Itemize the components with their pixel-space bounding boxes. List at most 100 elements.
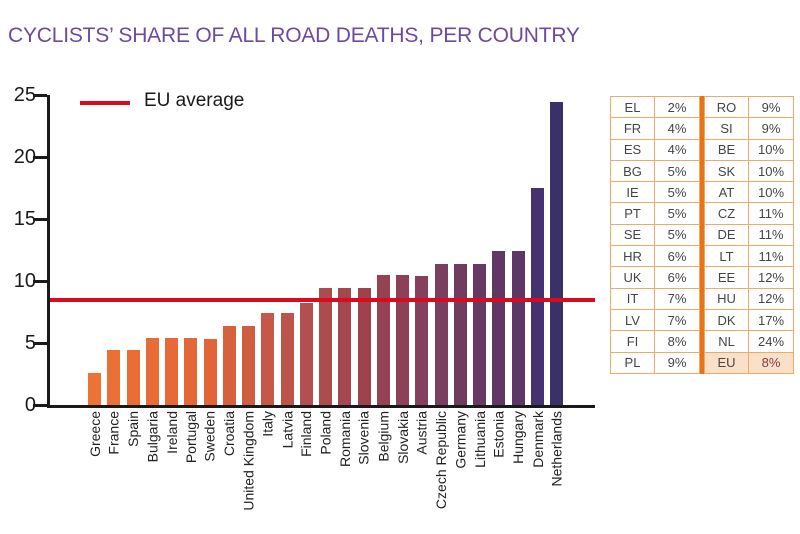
bar-united-kingdom <box>242 325 256 405</box>
y-axis-tick-label: 15 <box>13 208 36 230</box>
x-label-austria: Austria <box>413 411 430 455</box>
eu-average-legend-swatch <box>80 101 130 105</box>
x-label-sweden: Sweden <box>202 411 219 462</box>
page-title: CYCLISTS’ SHARE OF ALL ROAD DEATHS, PER … <box>8 24 580 47</box>
table-cell-value-pt: 5% <box>655 203 700 225</box>
x-label-finland: Finland <box>298 411 315 457</box>
table-cell-code-be: BE <box>705 139 749 161</box>
table-cell-value-fi: 8% <box>655 331 700 353</box>
table-cell-code-it: IT <box>611 288 655 310</box>
table-cell-value-eu: 8% <box>749 352 794 374</box>
table-cell-value-sk: 10% <box>749 160 794 183</box>
table-cell-value-hr: 6% <box>655 246 700 268</box>
x-label-portugal: Portugal <box>182 411 199 464</box>
bar-netherlands <box>550 102 564 405</box>
x-label-slovakia: Slovakia <box>394 411 411 464</box>
y-axis-tick-label: 0 <box>24 394 36 416</box>
table-cell-code-bg: BG <box>611 160 655 183</box>
x-label-denmark: Denmark <box>529 411 546 468</box>
country-values-table: EL 2% FR 4% ES 4% BG 5% IE 5% PT 5% SE 5% HR 6% UK 6% IT 7%… <box>610 96 794 374</box>
bar-romania <box>338 288 352 405</box>
table-cell-code-hu: HU <box>705 288 749 310</box>
x-label-poland: Poland <box>317 411 334 455</box>
table-cell-code-eu: EU <box>705 352 749 374</box>
table-cell-value-ee: 12% <box>749 267 794 289</box>
table-cell-value-hu: 12% <box>749 288 794 310</box>
table-cell-code-pl: PL <box>611 352 655 374</box>
bar-austria <box>415 276 429 405</box>
table-cell-value-it: 7% <box>655 288 700 310</box>
table-cell-value-se: 5% <box>655 224 700 247</box>
bar-slovakia <box>396 274 410 405</box>
x-label-ireland: Ireland <box>163 411 180 454</box>
table-cell-code-ro: RO <box>705 97 749 119</box>
table-divider <box>700 96 704 374</box>
x-label-hungary: Hungary <box>510 411 527 464</box>
x-label-bulgaria: Bulgaria <box>144 411 161 463</box>
bar-france <box>107 350 121 405</box>
x-label-estonia: Estonia <box>490 411 507 458</box>
table-cell-value-nl: 24% <box>749 331 794 353</box>
table-cell-value-pl: 9% <box>655 352 700 374</box>
table-cell-value-be: 10% <box>749 139 794 161</box>
table-cell-code-ie: IE <box>611 182 655 204</box>
bar-finland <box>299 303 313 405</box>
x-label-slovenia: Slovenia <box>356 411 373 465</box>
x-label-romania: Romania <box>336 411 353 468</box>
table-cell-code-cz: CZ <box>705 203 749 225</box>
y-axis-tick <box>33 93 47 97</box>
x-label-italy: Italy <box>259 411 276 437</box>
bar-latvia <box>280 313 294 405</box>
bar-bulgaria <box>145 338 159 405</box>
bar-portugal <box>184 338 198 405</box>
table-cell-value-el: 2% <box>655 97 700 119</box>
table-cell-value-at: 10% <box>749 182 794 204</box>
bar-slovenia <box>357 288 371 405</box>
y-axis-tick-label: 20 <box>13 146 36 168</box>
table-cell-code-fi: FI <box>611 331 655 353</box>
x-label-spain: Spain <box>125 411 142 447</box>
x-label-czech-republic: Czech Republic <box>433 411 450 510</box>
table-cell-code-sk: SK <box>705 160 749 183</box>
y-axis-tick <box>33 217 47 221</box>
table-left-half: EL 2% FR 4% ES 4% BG 5% IE 5% PT 5% SE 5% HR 6% UK 6% IT 7%… <box>610 96 700 374</box>
table-cell-code-de: DE <box>705 224 749 247</box>
table-cell-value-cz: 11% <box>749 203 794 225</box>
x-label-greece: Greece <box>86 411 103 457</box>
y-axis-tick <box>33 341 47 345</box>
bar-italy <box>261 313 275 405</box>
bar-hungary <box>511 251 525 405</box>
bar-poland <box>319 288 333 405</box>
y-axis-tick-label: 10 <box>13 270 36 292</box>
table-cell-value-lt: 11% <box>749 246 794 268</box>
bar-belgium <box>376 274 390 405</box>
bar-estonia <box>492 251 506 405</box>
y-axis-tick <box>33 279 47 283</box>
table-cell-code-ee: EE <box>705 267 749 289</box>
table-cell-code-dk: DK <box>705 309 749 332</box>
table-cell-code-el: EL <box>611 97 655 119</box>
table-cell-code-nl: NL <box>705 331 749 353</box>
table-cell-value-fr: 4% <box>655 118 700 140</box>
x-label-belgium: Belgium <box>375 411 392 462</box>
y-axis-tick-label: 25 <box>13 84 36 106</box>
x-label-latvia: Latvia <box>279 411 296 449</box>
bar-sweden <box>203 339 217 405</box>
table-cell-code-uk: UK <box>611 267 655 289</box>
table-cell-value-ie: 5% <box>655 182 700 204</box>
bar-croatia <box>222 325 236 405</box>
table-cell-code-pt: PT <box>611 203 655 225</box>
table-cell-value-de: 11% <box>749 224 794 247</box>
table-cell-code-si: SI <box>705 118 749 140</box>
bar-spain <box>126 350 140 405</box>
y-axis-tick-label: 5 <box>24 332 36 354</box>
table-cell-value-ro: 9% <box>749 97 794 119</box>
x-label-lithuania: Lithuania <box>471 411 488 468</box>
table-cell-code-es: ES <box>611 139 655 161</box>
table-cell-code-hr: HR <box>611 246 655 268</box>
y-axis-tick <box>33 155 47 159</box>
bar-germany <box>453 263 467 405</box>
bar-denmark <box>530 188 544 405</box>
table-cell-code-fr: FR <box>611 118 655 140</box>
bar-czech-republic <box>434 263 448 405</box>
